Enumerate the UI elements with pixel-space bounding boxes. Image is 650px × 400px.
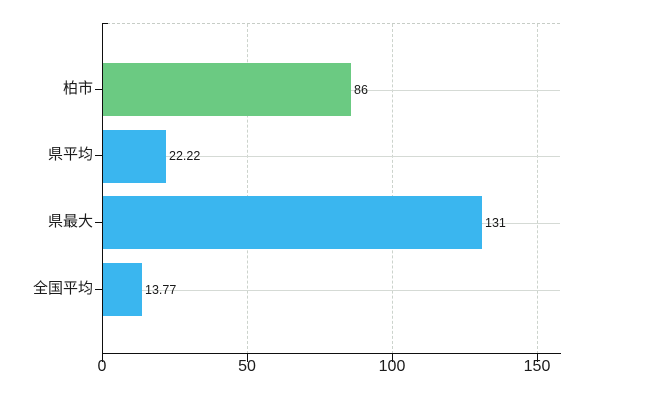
y-axis-tick <box>95 222 102 223</box>
x-axis-tick-100 <box>392 354 393 362</box>
x-axis-tick-50 <box>247 354 248 362</box>
y-axis-tick <box>95 289 102 290</box>
horizontal-gridline <box>102 156 560 157</box>
category-label: 県平均 <box>47 146 93 163</box>
bar <box>102 63 351 116</box>
vertical-gridline-50 <box>247 24 248 354</box>
horizontal-gridline <box>102 290 560 291</box>
x-axis-tick-label: 150 <box>523 358 551 375</box>
category-label: 県最大 <box>47 213 93 230</box>
bar <box>102 130 166 183</box>
vertical-gridline-100 <box>392 24 393 354</box>
category-label: 柏市 <box>62 80 93 97</box>
value-label: 13.77 <box>145 283 177 297</box>
value-label: 22.22 <box>169 149 201 163</box>
x-axis-line <box>102 353 561 354</box>
x-axis-tick-label: 0 <box>97 358 107 375</box>
y-axis-top-cap <box>102 23 108 24</box>
y-axis-tick <box>95 89 102 90</box>
value-label: 131 <box>485 216 506 230</box>
vertical-gridline-150 <box>537 24 538 354</box>
x-axis-tick-150 <box>537 354 538 362</box>
value-label: 86 <box>354 83 368 97</box>
x-axis-tick-0 <box>102 354 103 362</box>
bar <box>102 263 142 316</box>
bar <box>102 196 482 249</box>
category-label: 全国平均 <box>32 280 93 297</box>
x-axis-tick-label: 50 <box>238 358 256 375</box>
y-axis-line <box>102 23 103 354</box>
y-axis-tick <box>95 155 102 156</box>
plot-area: 86 22.22 131 13.77 <box>102 23 560 354</box>
x-axis-tick-label: 100 <box>378 358 406 375</box>
